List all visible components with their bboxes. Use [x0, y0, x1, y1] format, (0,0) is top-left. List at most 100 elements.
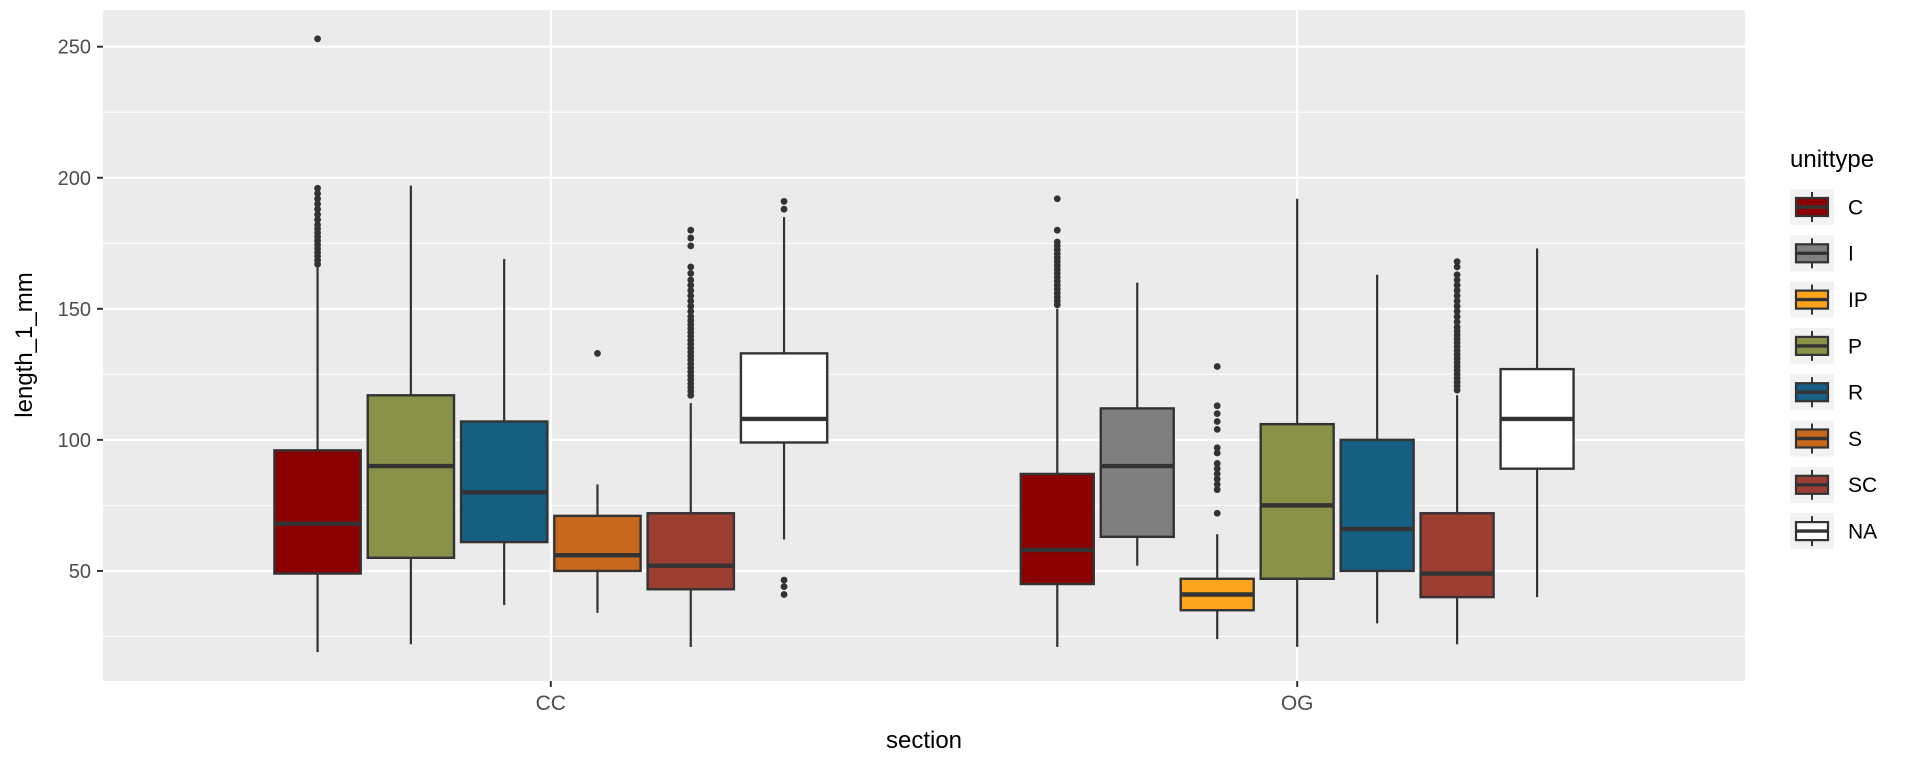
outlier-OG-SC-27 [1453, 263, 1461, 271]
outlier-CC-SC-21 [687, 308, 695, 315]
outlier-OG-SC-26 [1453, 271, 1461, 279]
box-OG-P [1259, 422, 1335, 580]
outlier-OG-IP-10 [1213, 418, 1221, 425]
legend-label-R: R [1848, 382, 1863, 405]
outlier-CC-SC-26 [687, 281, 695, 289]
box-OG-C [1019, 472, 1095, 586]
y-tick-label-200: 200 [58, 168, 91, 190]
box-OG-I [1099, 407, 1175, 539]
outlier-OG-SC-22 [1453, 292, 1461, 300]
outlier-CC-S-0 [594, 349, 601, 357]
outlier-OG-SC-21 [1453, 297, 1461, 305]
box-CC-C [273, 449, 362, 575]
y-tick-label-150: 150 [58, 299, 91, 321]
outlier-OG-SC-18 [1453, 313, 1461, 321]
y-tick-label-100: 100 [58, 430, 91, 452]
outlier-OG-IP-13 [1213, 363, 1221, 370]
legend-item-P: P [1790, 327, 1862, 364]
outlier-OG-IP-11 [1213, 410, 1221, 418]
outlier-OG-IP-1 [1213, 486, 1221, 494]
legend-item-R: R [1790, 374, 1863, 411]
outlier-OG-IP-4 [1213, 470, 1221, 478]
legend-label-S: S [1848, 428, 1862, 451]
legend-item-S: S [1790, 420, 1862, 457]
plot-panel [103, 10, 1745, 681]
outlier-OG-C-18 [1053, 195, 1061, 203]
y-tick-label-250: 250 [58, 37, 91, 59]
outlier-OG-IP-0 [1213, 509, 1221, 517]
outlier-CC-SC-23 [687, 297, 695, 305]
outlier-CC-C-10 [314, 221, 321, 229]
legend-item-NA: NA [1790, 513, 1877, 550]
outlier-OG-SC-16 [1453, 323, 1461, 331]
legend-label-IP: IP [1848, 289, 1868, 312]
outlier-CC-SC-22 [687, 302, 695, 310]
outlier-OG-SC-25 [1453, 276, 1461, 284]
panel-background [103, 10, 1745, 681]
legend-item-I: I [1790, 235, 1854, 272]
outlier-OG-SC-17 [1453, 318, 1461, 326]
box-CC-NA [739, 352, 829, 444]
box-CC-SC [646, 512, 736, 591]
outlier-CC-SC-29 [687, 263, 695, 271]
legend-label-NA: NA [1848, 520, 1877, 543]
outlier-OG-IP-8 [1213, 444, 1221, 452]
outlier-CC-SC-20 [687, 313, 695, 321]
legend: C I IP P RS SC NA [1790, 189, 1877, 550]
box-CC-P [366, 394, 456, 560]
outlier-CC-SC-27 [687, 276, 695, 284]
outlier-CC-NA-4 [780, 197, 788, 205]
outlier-OG-IP-2 [1213, 481, 1221, 488]
legend-item-SC: SC [1790, 466, 1877, 503]
outlier-OG-IP-7 [1213, 449, 1221, 457]
x-tick-label-CC: CC [536, 692, 566, 715]
outlier-OG-C-16 [1053, 238, 1061, 246]
outlier-CC-C-13 [314, 205, 321, 213]
legend-label-I: I [1848, 243, 1854, 266]
outlier-CC-SC-31 [687, 234, 695, 242]
outlier-OG-SC-19 [1453, 308, 1461, 315]
legend-label-SC: SC [1848, 474, 1877, 497]
outlier-CC-C-11 [314, 216, 321, 224]
outlier-CC-C-14 [314, 200, 321, 208]
outlier-CC-SC-24 [687, 292, 695, 300]
y-tick-label-50: 50 [69, 561, 91, 583]
outlier-CC-SC-28 [687, 270, 695, 277]
legend-item-IP: IP [1790, 281, 1868, 318]
outlier-OG-C-17 [1053, 226, 1061, 234]
box-CC-R [459, 420, 549, 544]
outlier-CC-SC-30 [687, 242, 695, 250]
outlier-OG-SC-24 [1453, 281, 1461, 289]
outlier-CC-SC-25 [687, 287, 695, 294]
legend-label-C: C [1848, 196, 1863, 219]
legend-label-P: P [1848, 335, 1862, 358]
outlier-OG-SC-20 [1453, 302, 1461, 310]
outlier-OG-SC-23 [1453, 287, 1461, 294]
outlier-CC-NA-0 [780, 591, 788, 598]
outlier-CC-C-17 [314, 184, 321, 192]
y-axis-title: length_1_mm [11, 272, 38, 417]
outlier-CC-C-15 [314, 195, 321, 203]
outlier-CC-NA-2 [780, 576, 788, 584]
outlier-OG-IP-9 [1213, 425, 1221, 433]
legend-title: unittype [1790, 146, 1874, 173]
outlier-CC-C-12 [314, 211, 321, 218]
outlier-OG-SC-28 [1453, 258, 1461, 266]
outlier-OG-IP-3 [1213, 475, 1221, 483]
box-OG-R [1339, 438, 1415, 573]
outlier-CC-NA-1 [780, 583, 788, 591]
outlier-CC-C-18 [314, 35, 321, 43]
outlier-CC-SC-32 [687, 226, 695, 234]
x-tick-label-OG: OG [1281, 692, 1314, 715]
outlier-OG-IP-6 [1213, 460, 1221, 467]
outlier-CC-NA-3 [780, 205, 788, 213]
outlier-OG-IP-12 [1213, 402, 1221, 410]
outlier-CC-C-16 [314, 190, 321, 197]
outlier-OG-IP-5 [1213, 465, 1221, 473]
axes: 50 100 150 200 250 CC OG [58, 37, 1314, 715]
box-OG-SC [1419, 512, 1495, 599]
x-axis-title: section [886, 727, 962, 754]
legend-item-C: C [1790, 189, 1863, 225]
